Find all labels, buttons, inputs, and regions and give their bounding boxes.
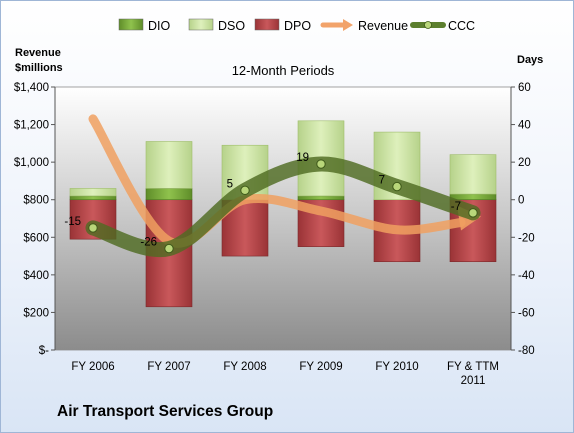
- ccc-point: [316, 159, 326, 169]
- right-tick-label: 60: [518, 82, 531, 94]
- legend-label-revenue: Revenue: [358, 19, 408, 33]
- right-tick-label: 40: [518, 120, 531, 132]
- axes: $-$200$400$600$800$1,000$1,200$1,400-80-…: [14, 47, 543, 387]
- bar-dio: [449, 193, 497, 201]
- x-tick-label: FY 2007: [147, 361, 190, 373]
- bar-dso: [69, 188, 117, 197]
- x-tick-label: FY & TTM: [447, 361, 499, 373]
- bar-dso: [449, 154, 497, 195]
- x-tick-label: FY 2010: [375, 361, 418, 373]
- ccc-point: [164, 243, 174, 254]
- ccc-data-label: 5: [227, 178, 233, 190]
- legend-label-dio: DIO: [148, 19, 171, 33]
- plot-area: -15 -26 5 19 7 -7: [54, 86, 512, 351]
- bar-dio: [297, 195, 345, 201]
- right-tick-label: -40: [518, 270, 535, 282]
- bar-dso: [145, 141, 193, 189]
- legend-label-dpo: DPO: [284, 19, 311, 33]
- left-tick-label: $800: [23, 195, 49, 207]
- x-tick-label: 2011: [461, 375, 486, 387]
- x-tick-label: FY 2008: [223, 361, 266, 373]
- chart-title: 12-Month Periods: [232, 63, 335, 78]
- bar-dio: [69, 195, 117, 201]
- left-tick-label: $200: [23, 307, 49, 319]
- left-tick-label: $1,200: [14, 120, 49, 132]
- left-tick-label: $1,400: [14, 82, 49, 94]
- ccc-point: [392, 181, 402, 192]
- right-tick-label: -20: [518, 232, 535, 244]
- left-tick-label: $-: [39, 345, 49, 357]
- legend-swatch-dio: [118, 18, 144, 31]
- ccc-point: [88, 223, 98, 233]
- bar-dpo: [221, 199, 269, 257]
- right-tick-label: 20: [518, 157, 531, 169]
- ccc-data-label: -7: [451, 201, 461, 213]
- ccc-data-label: 7: [379, 175, 385, 187]
- right-tick-label: 0: [518, 195, 524, 207]
- ccc-data-label: 19: [296, 152, 309, 164]
- left-tick-label: $1,000: [14, 157, 49, 169]
- y-left-label: $millions: [15, 62, 63, 74]
- legend: DIO DSO DPO Revenue CCC: [118, 18, 475, 33]
- ccc-data-label: -15: [64, 216, 81, 228]
- legend-label-ccc: CCC: [448, 19, 475, 33]
- ccc-point: [468, 208, 478, 218]
- right-tick-label: -60: [518, 307, 535, 319]
- left-tick-label: $600: [23, 232, 49, 244]
- x-tick-label: FY 2009: [299, 361, 342, 373]
- right-tick-label: -80: [518, 345, 535, 357]
- legend-swatch-dpo: [254, 18, 280, 31]
- legend-arrowhead: [343, 19, 353, 31]
- y-right-label: Days: [517, 54, 543, 66]
- left-tick-label: $400: [23, 270, 49, 282]
- legend-swatch-dso: [188, 18, 214, 31]
- legend-marker: [424, 21, 432, 29]
- revenue-line: [88, 114, 466, 248]
- legend-label-dso: DSO: [218, 19, 245, 33]
- bar-dio: [145, 188, 193, 201]
- ccc-point: [240, 185, 250, 196]
- y-left-label: Revenue: [15, 47, 61, 59]
- ccc-data-label: -26: [140, 237, 157, 249]
- x-tick-label: FY 2006: [71, 361, 114, 373]
- plot-background: [54, 86, 512, 351]
- company-title: Air Transport Services Group: [57, 403, 274, 420]
